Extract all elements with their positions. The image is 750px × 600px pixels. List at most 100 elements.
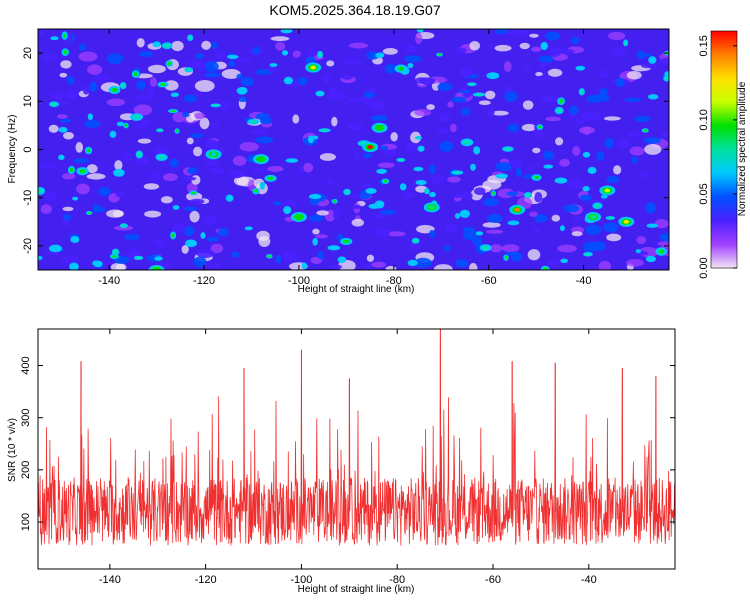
spectrogram-patch (229, 169, 245, 179)
spectrogram-patch (188, 36, 192, 40)
spectrogram-patch (370, 114, 388, 122)
spectrogram-patch (40, 204, 52, 215)
spectrogram-patch (399, 183, 407, 191)
spectrogram-patch (275, 255, 282, 264)
spectrogram-patch (551, 214, 561, 222)
spectrogram-patch (38, 188, 43, 193)
spectrogram-patch (187, 60, 203, 68)
spectrogram-patch (608, 31, 626, 41)
spectrogram-patch (404, 142, 419, 152)
snr-y-ticks: 100 200 300 400 (20, 356, 675, 531)
spectrogram-patch (113, 250, 118, 254)
colorbar-tick-label: 0.15 (698, 35, 710, 56)
spectrogram-patch (332, 209, 340, 220)
spectrogram-patch (366, 254, 375, 262)
spectrogram-patch (112, 255, 117, 258)
spectrogram-patch (582, 151, 591, 158)
spectrogram-patch (404, 55, 422, 63)
spectrogram-patch (181, 176, 197, 181)
spectrogram-patch (133, 72, 138, 77)
spectrogram-patch (256, 230, 270, 242)
spectrogram-patch (106, 209, 124, 218)
snr-x-label: Height of straight line (km) (298, 584, 415, 595)
spectrogram-patch (64, 89, 78, 100)
spectrogram-patch (475, 231, 484, 236)
spectrogram-patch (307, 135, 314, 144)
spectrogram-patch (40, 53, 57, 63)
spectrogram-patch (137, 138, 152, 144)
spectrogram-patch (144, 210, 162, 218)
spectrogram-patch (596, 151, 605, 161)
spectrogram-patch (501, 244, 520, 253)
spectrogram-patch (594, 204, 601, 208)
spectrogram-patch (115, 190, 125, 198)
spectrogram-patch (343, 239, 350, 244)
spectrogram-patch (147, 64, 166, 74)
spectrogram-patch (560, 258, 569, 263)
spectrogram-patch (250, 129, 269, 134)
spectrogram-patch (543, 267, 548, 270)
x-tick-label: -80 (389, 574, 405, 586)
spectrogram-patch (369, 86, 376, 94)
spectrogram-patch (646, 223, 659, 228)
spectrogram-patch (147, 87, 154, 97)
spectrogram-patch (204, 160, 219, 166)
spectrogram-patch (59, 72, 68, 78)
spectrogram-patch (297, 166, 304, 175)
spectrogram-patch (170, 92, 179, 98)
spectrogram-patch (572, 146, 581, 156)
spectrogram-patch (92, 260, 100, 266)
spectrogram-patch (397, 66, 405, 71)
spectrogram-hotspot (585, 211, 602, 222)
spectrogram-patch (665, 76, 669, 80)
spectrogram-patch (526, 193, 531, 197)
spectrogram-patch (470, 163, 476, 171)
spectrogram-patch (50, 36, 59, 41)
x-tick-label: -100 (290, 574, 312, 586)
spectrogram-hotspot (599, 185, 616, 196)
spectrogram-patch (282, 251, 298, 262)
spectrogram-patch (204, 214, 217, 226)
spectrogram-patch (141, 119, 149, 127)
spectrogram-patch (319, 153, 336, 161)
spectrogram-patch (134, 95, 152, 102)
spectrogram-patch (121, 83, 125, 88)
spectrogram-patch (273, 201, 282, 206)
spectrogram-patch (189, 210, 200, 223)
spectrogram-patch (269, 63, 278, 67)
spectrogram-patch (608, 217, 613, 219)
spectrogram-patch (414, 257, 432, 268)
spectrogram-patch (72, 196, 79, 201)
spectrogram-patch (267, 65, 276, 72)
spectrogram-patch (615, 77, 625, 88)
spectrogram-patch (69, 262, 79, 270)
spectrogram-patch (492, 191, 495, 195)
spectrogram-patch (654, 218, 669, 229)
spectrogram-patch (333, 200, 337, 203)
spectrogram-patch (559, 99, 564, 104)
spectrogram-patch (63, 33, 67, 38)
spectrogram-hotspot (618, 216, 635, 227)
spectrogram-patch (345, 190, 349, 194)
spectrogram-patch (133, 115, 140, 119)
spectrogram-patch (447, 176, 461, 183)
spectrogram-patch (413, 166, 424, 172)
spectrogram-patch (107, 53, 124, 64)
spectrogram-patch (486, 213, 503, 224)
spectrogram-patch (60, 118, 71, 123)
spectrogram-patch (124, 124, 128, 127)
spectrogram-patch (63, 50, 68, 55)
spectrogram-patch (535, 75, 551, 81)
spectrogram-patch (636, 50, 645, 60)
spectrogram-patch (259, 117, 272, 125)
spectrogram-patch (137, 152, 142, 157)
spectrogram-patch (171, 233, 175, 238)
spectrogram-patch (504, 256, 508, 260)
spectrogram-patch (116, 121, 125, 127)
snr-y-label: SNR (10 * v/v) (7, 418, 18, 482)
spectrogram-patch (309, 214, 324, 222)
spectrogram-patch (390, 132, 398, 142)
spectrogram-patch (495, 173, 509, 179)
spectrogram-patch (447, 101, 454, 108)
